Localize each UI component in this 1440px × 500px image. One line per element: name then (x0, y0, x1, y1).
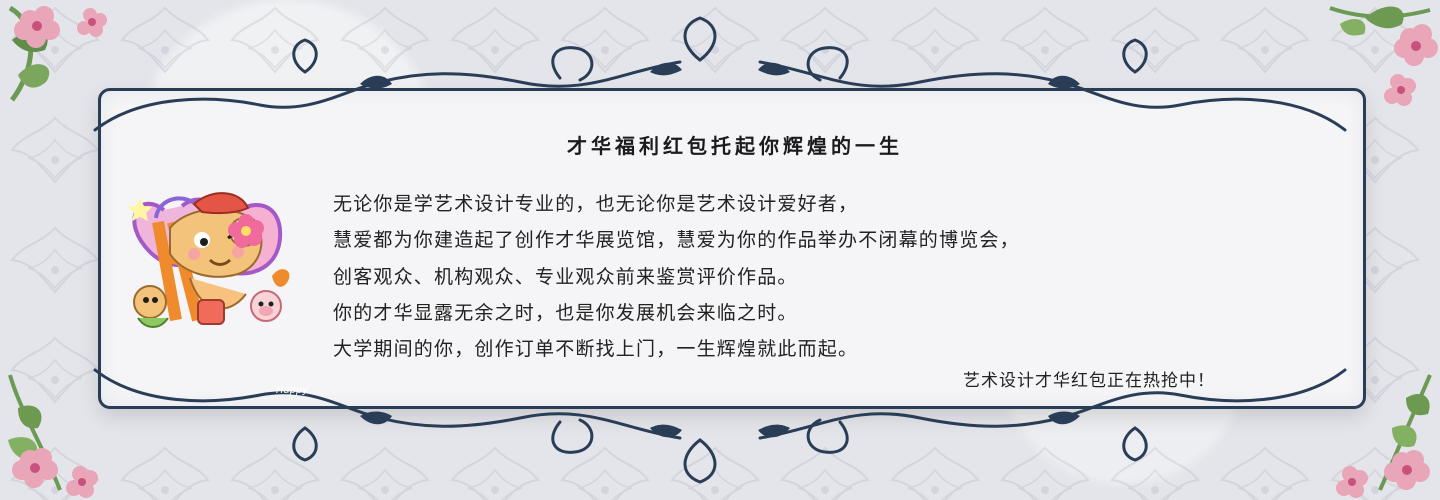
message-line-5: 大学期间的你，创作订单不断找上门，一生辉煌就此而起。 (333, 338, 859, 360)
message-line-2: 慧爱都为你建造起了创作才华展览馆，慧爱为你的作品举办不闭幕的博览会， (333, 229, 1020, 251)
message-panel (98, 88, 1366, 409)
closing-line: 艺术设计才华红包正在热抢中！ (963, 371, 1215, 391)
message-line-3: 创客观众、机构观众、专业观众前来鉴赏评价作品。 (333, 266, 798, 288)
cartoon-label: Happy (276, 385, 309, 396)
message-line-1: 无论你是学艺术设计专业的，也无论你是艺术设计爱好者， (333, 193, 859, 215)
message-line-4: 你的才华显露无余之时，也是你发展机会来临之时。 (333, 302, 798, 324)
banner-title: 才华福利红包托起你辉煌的一生 (567, 134, 903, 158)
monkey-painter-icon: Happy (128, 180, 308, 396)
flower-icon (0, 0, 130, 130)
flower-icon (0, 370, 130, 500)
flower-icon (1310, 0, 1440, 130)
flower-icon (1310, 370, 1440, 500)
